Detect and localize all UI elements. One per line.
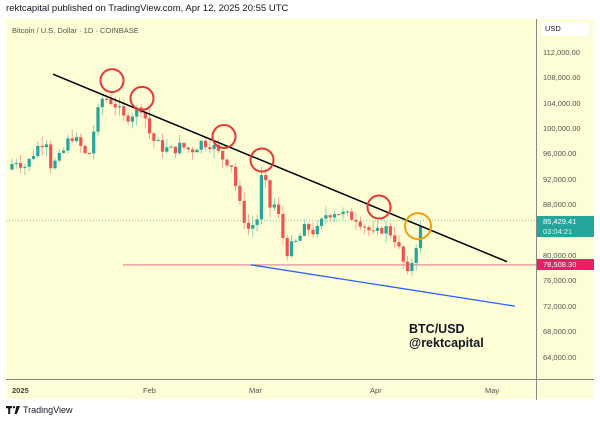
last-price-value: 85,429.41 xyxy=(543,217,577,226)
price-tick: 64,000.00 xyxy=(543,353,577,362)
time-tick: Apr xyxy=(370,386,382,395)
price-tick: 104,000.00 xyxy=(543,99,581,108)
level-price-label: 78,508.30 xyxy=(537,259,594,270)
chart-annotation: BTC/USD @rektcapital xyxy=(409,322,484,350)
axis-corner-divider xyxy=(536,380,537,400)
annotation-pair: BTC/USD xyxy=(409,322,465,336)
chart-canvas xyxy=(6,68,536,307)
price-tick: 72,000.00 xyxy=(543,302,577,311)
time-tick: Feb xyxy=(143,386,156,395)
annotation-author: @rektcapital xyxy=(409,336,484,350)
time-tick: Mar xyxy=(249,386,262,395)
chart-pane[interactable]: Bitcoin / U.S. Dollar · 1D · COINBASE BT… xyxy=(6,19,536,379)
footer: TradingView xyxy=(6,405,73,415)
last-price-label: 85,429.41 03:04:21 xyxy=(537,216,594,237)
price-tick: 68,000.00 xyxy=(543,327,577,336)
tradingview-logo-icon xyxy=(6,406,20,414)
chart-frame: Bitcoin / U.S. Dollar · 1D · COINBASE BT… xyxy=(6,19,595,400)
footer-brand: TradingView xyxy=(23,405,73,415)
symbol-line: Bitcoin / U.S. Dollar · 1D · COINBASE xyxy=(12,26,139,35)
price-tick: 76,000.00 xyxy=(543,276,577,285)
price-tick: 100,000.00 xyxy=(543,124,581,133)
price-tick: 96,000.00 xyxy=(543,149,577,158)
time-axis[interactable]: 2025 Feb Mar Apr May xyxy=(6,379,594,400)
price-tick: 92,000.00 xyxy=(543,175,577,184)
currency-label[interactable]: USD xyxy=(541,22,589,36)
time-tick: 2025 xyxy=(12,386,29,395)
price-tick: 112,000.00 xyxy=(543,48,580,57)
time-tick: May xyxy=(485,386,500,395)
price-tick: 108,000.00 xyxy=(543,73,581,82)
price-tick: 80,000.00 xyxy=(543,251,577,260)
published-line: rektcapital published on TradingView.com… xyxy=(6,3,289,14)
price-axis[interactable]: USD 112,000.00 108,000.00 104,000.00 100… xyxy=(536,19,595,379)
bar-countdown: 03:04:21 xyxy=(543,226,573,236)
price-tick: 88,000.00 xyxy=(543,200,577,209)
